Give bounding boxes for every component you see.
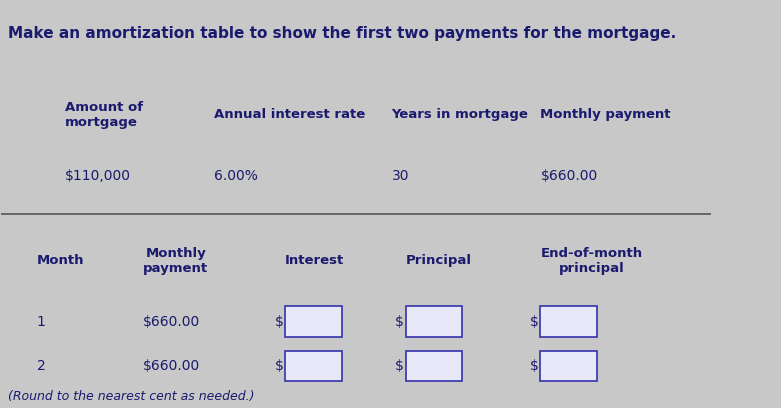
Text: $660.00: $660.00 <box>540 169 597 183</box>
Text: 6.00%: 6.00% <box>214 169 258 183</box>
Text: (Round to the nearest cent as needed.): (Round to the nearest cent as needed.) <box>9 390 255 403</box>
Text: $: $ <box>274 359 284 373</box>
Text: Principal: Principal <box>405 254 472 267</box>
Text: $: $ <box>395 359 404 373</box>
Text: 2: 2 <box>37 359 45 373</box>
Text: Month: Month <box>37 254 84 267</box>
Text: $660.00: $660.00 <box>143 315 201 328</box>
Text: $: $ <box>395 315 404 328</box>
FancyBboxPatch shape <box>405 306 462 337</box>
Text: 30: 30 <box>391 169 409 183</box>
Text: Interest: Interest <box>285 254 344 267</box>
Text: $: $ <box>274 315 284 328</box>
FancyBboxPatch shape <box>285 351 342 381</box>
Text: $110,000: $110,000 <box>66 169 131 183</box>
Text: 1: 1 <box>37 315 46 328</box>
FancyBboxPatch shape <box>540 306 597 337</box>
Text: Make an amortization table to show the first two payments for the mortgage.: Make an amortization table to show the f… <box>9 26 676 41</box>
FancyBboxPatch shape <box>540 351 597 381</box>
Text: Annual interest rate: Annual interest rate <box>214 109 366 121</box>
Text: Years in mortgage: Years in mortgage <box>391 109 528 121</box>
Text: $: $ <box>530 315 539 328</box>
Text: End-of-month
principal: End-of-month principal <box>540 247 643 275</box>
Text: $: $ <box>530 359 539 373</box>
Text: Monthly payment: Monthly payment <box>540 109 671 121</box>
FancyBboxPatch shape <box>285 306 342 337</box>
Text: $660.00: $660.00 <box>143 359 201 373</box>
FancyBboxPatch shape <box>405 351 462 381</box>
Text: Amount of
mortgage: Amount of mortgage <box>66 101 144 129</box>
Text: Monthly
payment: Monthly payment <box>143 247 209 275</box>
